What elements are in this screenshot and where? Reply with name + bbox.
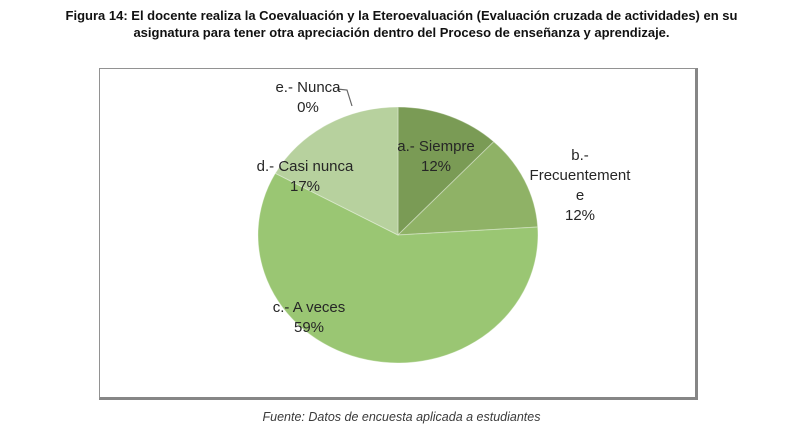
slice-label-casi-nunca-pct: 17%	[289, 178, 321, 195]
slice-label-nunca: e.- Nunca 0%	[248, 78, 368, 118]
slice-label-casi-nunca: d.- Casi nunca 17%	[240, 157, 370, 197]
slice-label-a-veces-text: c.- A veces	[272, 299, 346, 316]
slice-label-nunca-pct: 0%	[297, 99, 319, 116]
slice-label-frecuentemente-line1: b.-	[571, 147, 589, 164]
chart-frame	[99, 68, 698, 400]
pie-slice-siempre	[397, 106, 495, 237]
slice-label-frecuentemente-pct: 12%	[564, 207, 596, 224]
pie-slice-frecuentemente	[396, 141, 539, 236]
slice-label-a-veces: c.- A veces 59%	[249, 298, 369, 338]
figure-caption: Fuente: Datos de encuesta aplicada a est…	[262, 410, 541, 424]
slice-label-siempre: a.- Siempre 12%	[376, 137, 496, 177]
figure-title-line-1: Figura 14: El docente realiza la Coevalu…	[65, 8, 738, 23]
slice-label-frecuentemente-line2: Frecuentement	[529, 167, 631, 184]
nunca-leader-line	[336, 88, 353, 107]
slice-label-a-veces-pct: 59%	[293, 319, 325, 336]
pie-chart-svg	[257, 88, 539, 364]
figure-title: Figura 14: El docente realiza la Coevalu…	[0, 7, 803, 41]
slice-label-frecuentemente-line3: e	[575, 187, 585, 204]
pie-slice-casi-nunca	[274, 106, 399, 236]
slice-label-frecuentemente: b.- Frecuentement e 12%	[518, 146, 642, 226]
figure-title-line-2: asignatura para tener otra apreciación d…	[133, 25, 670, 40]
slice-label-siempre-text: a.- Siempre	[397, 138, 475, 155]
slice-label-siempre-pct: 12%	[420, 158, 452, 175]
pie-slice-a-veces	[257, 172, 539, 364]
slice-label-nunca-text: e.- Nunca	[275, 79, 341, 96]
slice-label-casi-nunca-text: d.- Casi nunca	[256, 158, 354, 175]
